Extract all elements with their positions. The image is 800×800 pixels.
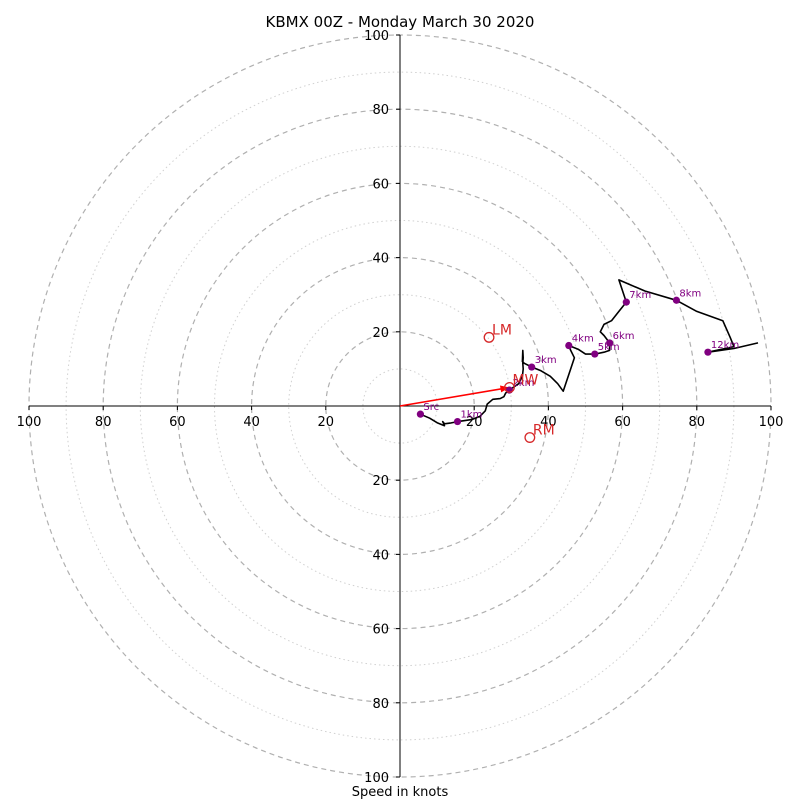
y-tick-label: 80 [372,103,389,118]
x-tick-label: 100 [17,415,42,430]
x-tick-label: 60 [169,415,186,430]
y-tick-label: 20 [372,326,389,341]
height-marker [606,339,614,347]
height-marker-label: 2km [512,378,534,389]
storm-motion-label: MW [512,372,538,388]
height-marker [622,298,630,306]
shear-vector [399,385,510,407]
height-marker-label: 7km [629,290,651,301]
height-marker [565,341,573,350]
x-tick-label: 80 [689,415,706,430]
height-marker [591,350,599,358]
storm-motion-marker [524,432,536,443]
storm-motion-label: LM [492,322,512,338]
height-marker-label: 8km [679,288,701,299]
height-marker-label: 3km [535,355,557,366]
y-tick-label: 40 [372,548,389,563]
y-tick-label: 60 [372,177,389,192]
y-tick-label: 80 [372,697,389,712]
height-marker [528,363,536,371]
height-marker [704,348,712,356]
tick-labels: 100 80 60 40 20 20 40 60 80 100 20 40 60 80 100 20 40 60 8… [17,29,784,786]
x-tick-label: 40 [540,415,557,430]
y-tick-label: 100 [364,771,389,786]
wind-trace [420,279,759,427]
x-axis-label: Speed in knots [352,785,449,800]
x-tick-label: 20 [466,415,483,430]
storm-motion-marker [503,382,515,393]
height-marker-label: 12km [711,340,739,351]
x-tick-label: 80 [95,415,112,430]
storm-motion-marker [483,331,495,343]
x-tick-label: 60 [614,415,631,430]
height-marker [416,410,425,418]
height-marker [453,417,462,426]
shear-vector-line [399,386,510,407]
height-marker [672,296,680,304]
height-marker-label: 6km [613,331,635,342]
height-marker-label: 5km [598,342,620,353]
hodograph-trace [420,279,759,427]
y-tick-label: 20 [372,474,389,489]
x-tick-label: 40 [243,415,260,430]
y-tick-label: 40 [372,252,389,267]
x-tick-label: 20 [318,415,335,430]
storm-motion-markers: LM MW RM [483,322,555,443]
height-marker-label: Src [423,402,439,413]
x-tick-label: 100 [759,415,784,430]
y-tick-label: 100 [364,29,389,44]
y-tick-label: 60 [372,623,389,638]
height-marker-label: 1km [461,410,483,421]
chart-title: KBMX 00Z - Monday March 30 2020 [266,13,535,31]
storm-motion-label: RM [533,423,555,439]
height-marker-label: 4km [572,334,594,345]
